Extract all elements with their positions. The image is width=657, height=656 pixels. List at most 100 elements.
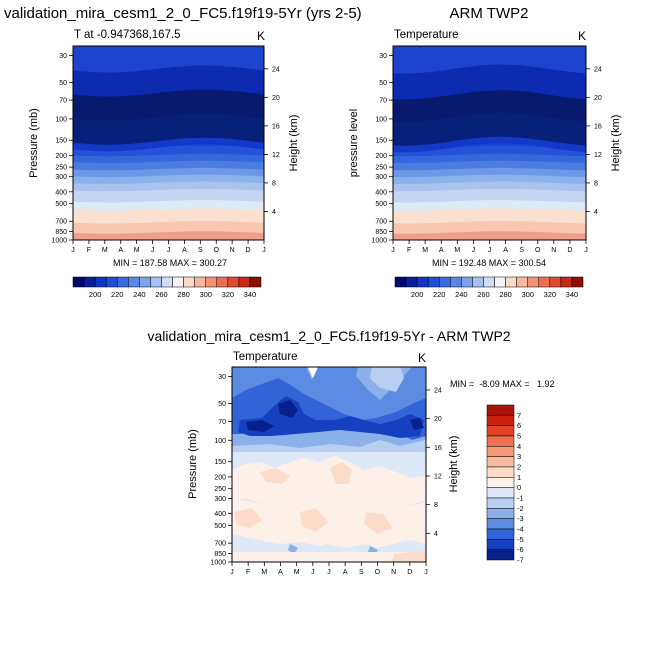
colorbar-label: 260: [477, 290, 490, 299]
colorbar-swatch: [494, 276, 506, 288]
month-tick-label: O: [535, 247, 541, 254]
height-tick-label: 8: [434, 502, 438, 509]
colorbar-swatch: [538, 276, 551, 288]
height-tick-label: 8: [272, 180, 276, 187]
pressure-tick-label: 150: [214, 459, 226, 466]
height-tick-label: 16: [272, 123, 280, 130]
pressure-tick-label: 400: [214, 511, 226, 518]
diff-warm-patch-2: [330, 462, 352, 484]
panel-b-pressure-axis: 30 50 70 100 150 200 250 300 400 500 700 850 1000: [371, 53, 393, 245]
month-tick-label: M: [261, 569, 267, 576]
diff-surface-warm: [392, 550, 426, 562]
month-tick-label: J: [472, 247, 476, 254]
pressure-tick-label: 70: [59, 98, 67, 105]
month-tick-label: M: [102, 247, 108, 254]
colorbar-swatch: [183, 276, 195, 288]
colorbar-label: 300: [521, 290, 534, 299]
colorbar-label: 260: [155, 290, 168, 299]
colorbar-swatch: [438, 276, 451, 288]
contour-band: [73, 136, 264, 152]
panel-b-height-axis: 24 20 16 12 8 4: [586, 66, 602, 216]
colorbar-swatch: [486, 518, 515, 530]
colorbar-label: 200: [89, 290, 102, 299]
diff-lower-band-1: [232, 456, 426, 506]
colorbar-swatch: [205, 276, 218, 288]
colorbar-swatch: [505, 276, 517, 288]
contour-band: [73, 207, 264, 224]
contour-band: [393, 46, 586, 74]
panel-b-subtitle: Temperature: [394, 29, 459, 41]
colorbar-swatch: [94, 276, 107, 288]
panel-a-minmax: MIN = 187.58 MAX = 300.27: [113, 258, 227, 268]
month-tick-label: J: [488, 247, 492, 254]
panel-c-ylabel-right: Height (km): [448, 436, 460, 493]
pressure-tick-label: 850: [55, 229, 67, 236]
month-tick-label: J: [151, 247, 155, 254]
height-tick-label: 20: [434, 416, 442, 423]
panel-c-contour: [232, 367, 426, 562]
contour-band: [393, 135, 586, 153]
contour-band: [393, 187, 586, 203]
pressure-tick-label: 300: [55, 174, 67, 181]
height-tick-label: 4: [272, 209, 276, 216]
colorbar-label: 340: [244, 290, 257, 299]
panel-c-colorbar: 76 543 210 -1-2-3 -4-5-6 -7: [486, 404, 524, 565]
month-tick-label: J: [311, 569, 315, 576]
colorbar-swatch: [486, 477, 515, 488]
colorbar-swatch: [486, 508, 515, 519]
colorbar-swatch: [161, 276, 173, 288]
month-tick-label: A: [439, 247, 444, 254]
month-tick-label: M: [134, 247, 140, 254]
month-tick-label: M: [294, 569, 300, 576]
month-tick-label: N: [230, 247, 235, 254]
month-tick-label: A: [503, 247, 508, 254]
colorbar-swatch: [549, 276, 562, 288]
pressure-tick-label: 100: [375, 116, 387, 123]
colorbar-swatch: [486, 497, 515, 509]
panel-a-height-axis: 24 20 16 12 8 4: [264, 66, 280, 216]
height-tick-label: 20: [594, 95, 602, 102]
panel-a-contour: [73, 46, 264, 240]
month-tick-label: F: [246, 569, 250, 576]
colorbar-swatch: [527, 276, 540, 288]
diff-lower-cool-band: [232, 534, 426, 552]
pressure-tick-label: 250: [55, 165, 67, 172]
colorbar-swatch: [560, 276, 573, 288]
month-tick-label: J: [71, 247, 75, 254]
month-tick-label: J: [424, 569, 428, 576]
panel-c-units: K: [418, 351, 426, 365]
contour-band: [393, 180, 586, 192]
month-tick-label: O: [375, 569, 381, 576]
colorbar-swatch: [486, 446, 515, 457]
colorbar-swatch: [486, 528, 515, 540]
panel-b-colorbar: 200 220 240 260 280 300 320 340: [394, 276, 584, 299]
pressure-tick-label: 700: [214, 541, 226, 548]
contour-band: [393, 207, 586, 224]
month-tick-label: A: [343, 569, 348, 576]
diff-lower-band-2: [232, 500, 426, 550]
month-tick-label: F: [87, 247, 91, 254]
contour-band: [73, 88, 264, 121]
colorbar-swatch: [216, 276, 229, 288]
colorbar-label: 1: [517, 473, 521, 482]
diff-cool-spot-1: [288, 544, 298, 554]
colorbar-swatch: [172, 276, 184, 288]
diff-surface-band: [232, 552, 426, 562]
contour-band: [393, 220, 586, 234]
colorbar-label: 280: [499, 290, 512, 299]
pressure-tick-label: 1000: [371, 238, 387, 245]
colorbar-swatch: [238, 276, 251, 288]
panel-a-ylabel: Pressure (mb): [28, 108, 40, 178]
colorbar-swatch: [516, 276, 528, 288]
month-tick-label: J: [391, 247, 395, 254]
pressure-tick-label: 50: [379, 80, 387, 87]
panel-c-ylabel: Pressure (mb): [187, 429, 199, 499]
pressure-tick-label: 200: [214, 474, 226, 481]
pressure-tick-label: 1000: [51, 238, 67, 245]
pressure-tick-label: 700: [55, 219, 67, 226]
panel-a-colorbar: 200 220 240 260 280 300 320 340: [72, 276, 262, 299]
month-tick-label: O: [214, 247, 220, 254]
month-tick-label: M: [454, 247, 460, 254]
